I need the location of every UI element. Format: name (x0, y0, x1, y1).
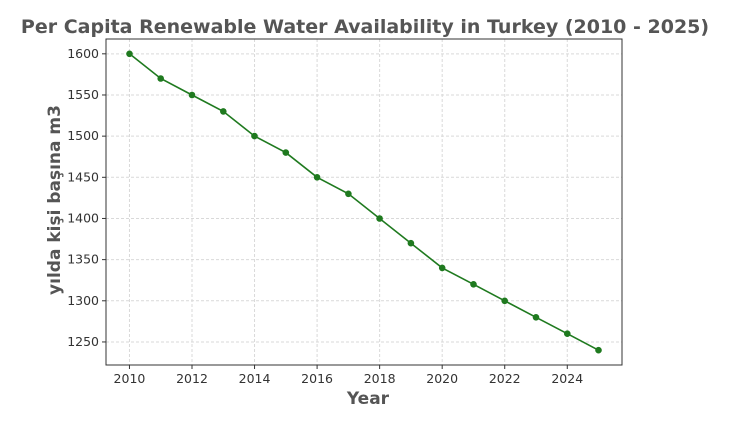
x-axis-title: Year (346, 389, 390, 409)
data-point (595, 346, 602, 354)
y-tick-label: 1450 (67, 169, 99, 184)
x-tick-label: 2018 (364, 371, 396, 386)
y-tick-label: 1400 (67, 210, 99, 225)
y-tick-label: 1250 (67, 334, 99, 349)
y-tick-label: 1600 (67, 46, 99, 61)
data-points (126, 50, 602, 354)
plot-frame (105, 38, 623, 366)
data-point (313, 174, 321, 181)
x-axis: 2010 2012 2014 2016 2018 2020 2022 2024 (114, 365, 583, 386)
y-axis: 1250 1300 1350 1400 1450 1500 1550 1600 (67, 46, 106, 349)
y-axis-title: yılda kişi başına m3 (45, 105, 65, 295)
y-tick-label: 1350 (67, 252, 99, 267)
data-point (376, 215, 383, 222)
data-point (501, 297, 509, 305)
y-tick-label: 1550 (67, 87, 99, 102)
y-tick-label: 1300 (67, 293, 99, 308)
x-tick-label: 2024 (551, 371, 583, 386)
x-tick-label: 2012 (176, 371, 208, 386)
data-point (282, 149, 290, 156)
x-tick-label: 2020 (426, 371, 458, 386)
x-tick-label: 2010 (114, 371, 146, 386)
data-point (470, 281, 477, 288)
data-point (188, 91, 196, 99)
data-point (532, 314, 540, 321)
data-point (220, 108, 227, 115)
x-tick-label: 2022 (489, 371, 521, 386)
data-point (126, 50, 133, 58)
data-point (251, 132, 258, 140)
data-point (438, 264, 446, 272)
data-point (407, 239, 415, 247)
chart-title: Per Capita Renewable Water Availability … (21, 16, 709, 38)
data-point (345, 190, 352, 198)
data-point (564, 330, 571, 338)
x-tick-label: 2016 (301, 371, 333, 386)
data-point (157, 75, 164, 82)
series-line (129, 53, 599, 351)
x-tick-label: 2014 (239, 371, 271, 386)
y-tick-label: 1500 (67, 128, 99, 143)
grid (106, 39, 622, 365)
